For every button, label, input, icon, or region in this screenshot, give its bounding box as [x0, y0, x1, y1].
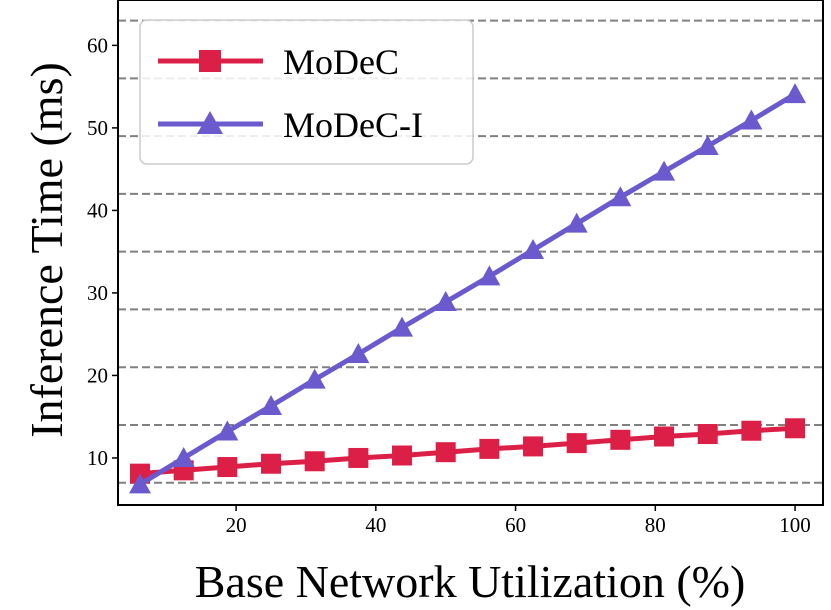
- data-point-modec-i: [522, 239, 545, 260]
- data-point-modec: [435, 442, 456, 463]
- series-layer: [129, 83, 807, 494]
- legend-label-modec-i: MoDeC-I: [283, 105, 423, 145]
- x-tick-label: 60: [505, 513, 526, 537]
- x-axis-label: Base Network Utilization (%): [195, 556, 746, 607]
- data-point-modec: [217, 457, 238, 478]
- legend-marker-modec: [199, 50, 221, 72]
- data-point-modec: [392, 445, 413, 466]
- axis-ticks: 10 20 30 40 50 60 20 40 60 80 100: [87, 33, 811, 537]
- x-tick-label: 80: [645, 513, 666, 537]
- data-point-modec-i: [391, 316, 414, 337]
- data-point-modec-i: [434, 291, 457, 312]
- data-point-modec-i: [740, 109, 763, 130]
- legend-label-modec: MoDeC: [283, 42, 399, 82]
- series-line-modec: [139, 425, 796, 477]
- data-point-modec-i: [347, 342, 370, 363]
- y-tick-label: 40: [87, 198, 108, 222]
- data-point-modec: [566, 433, 587, 454]
- plot-frame: [117, 0, 824, 506]
- data-point-modec-i: [172, 446, 195, 467]
- x-tick-label: 20: [226, 513, 247, 537]
- data-point-modec-i: [129, 473, 152, 494]
- legend: MoDeC MoDeC-I: [139, 19, 474, 165]
- y-tick-label: 50: [87, 116, 108, 140]
- data-point-modec: [785, 418, 806, 439]
- y-tick-label: 20: [87, 363, 108, 387]
- data-point-modec-i: [784, 83, 807, 104]
- legend-box: [139, 19, 474, 165]
- x-tick-label: 40: [365, 513, 386, 537]
- data-point-modec: [479, 438, 500, 459]
- y-axis-label: Inference Time (ms): [21, 62, 72, 438]
- data-point-modec-i: [609, 186, 632, 207]
- data-point-modec: [348, 447, 369, 468]
- data-point-modec: [741, 420, 762, 441]
- data-point-modec: [697, 424, 718, 445]
- data-point-modec: [261, 453, 282, 474]
- data-point-modec-i: [303, 368, 326, 389]
- data-point-modec: [654, 426, 675, 447]
- data-point-modec-i: [478, 265, 501, 286]
- data-point-modec-i: [653, 160, 676, 181]
- data-point-modec-i: [696, 135, 719, 156]
- data-point-modec-i: [565, 212, 588, 233]
- data-point-modec-i: [260, 394, 283, 415]
- y-tick-label: 60: [87, 33, 108, 57]
- series-line-modec-i: [138, 91, 797, 487]
- legend-marker-modec-i: [197, 111, 223, 134]
- data-point-modec: [304, 451, 325, 472]
- data-point-modec: [523, 436, 544, 457]
- y-tick-label: 10: [87, 446, 108, 470]
- data-point-modec-i: [216, 420, 239, 441]
- x-tick-label: 100: [779, 513, 811, 537]
- data-point-modec: [610, 429, 631, 450]
- y-tick-label: 30: [87, 281, 108, 305]
